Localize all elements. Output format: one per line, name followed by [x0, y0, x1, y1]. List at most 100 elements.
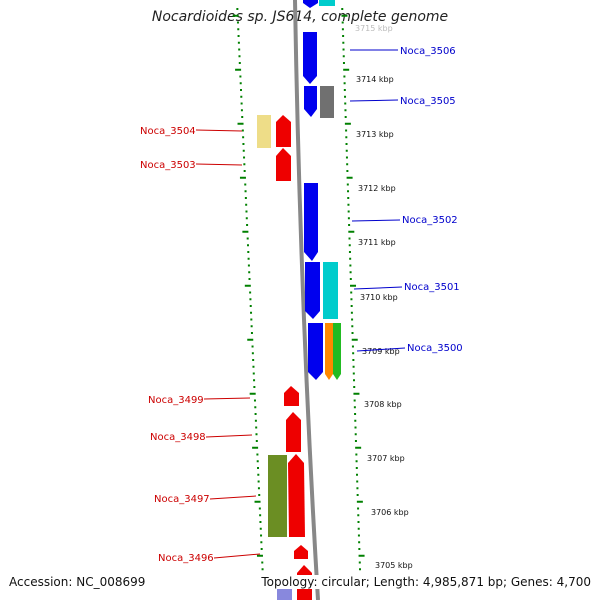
gene-box[interactable] — [320, 86, 334, 118]
tick-mark — [354, 433, 357, 436]
tick-mark — [346, 163, 349, 166]
tick-mark — [251, 352, 254, 355]
scale-label: 3714 kbp — [356, 75, 394, 84]
gene-arrow[interactable] — [284, 386, 299, 406]
tick-mark — [244, 284, 251, 287]
tick-mark — [257, 480, 260, 483]
gene-box[interactable] — [323, 262, 338, 319]
tick-mark — [345, 143, 348, 145]
gene-box[interactable] — [268, 455, 287, 537]
gene-arrow[interactable] — [276, 148, 291, 181]
tick-mark — [246, 244, 249, 247]
gene-label[interactable]: Noca_3498 — [150, 432, 206, 443]
tick-mark — [257, 487, 260, 490]
tick-mark — [358, 548, 361, 550]
tick-mark — [247, 257, 250, 260]
gene-arrow[interactable] — [294, 545, 308, 559]
tick-mark — [239, 82, 242, 85]
tick-mark — [349, 271, 352, 274]
gene-label[interactable]: Noca_3503 — [140, 160, 196, 171]
tick-mark — [356, 473, 359, 476]
scale-labels: 3715 kbp 3714 kbp 3713 kbp 3712 kbp 3711… — [355, 24, 413, 570]
gene-label[interactable]: Noca_3501 — [404, 282, 460, 293]
tick-mark — [257, 473, 260, 476]
tick-mark — [251, 345, 254, 348]
gene-arrow[interactable] — [288, 454, 305, 537]
gene-box[interactable] — [257, 115, 271, 148]
tick-mark — [352, 365, 355, 368]
tick-mark — [351, 318, 354, 321]
tick-mark — [255, 433, 258, 436]
gene-arrow[interactable] — [319, 0, 335, 6]
tick-mark — [241, 129, 244, 132]
leader-lines — [195, 49, 406, 559]
tick-mark — [239, 176, 246, 179]
tick-mark — [255, 440, 258, 442]
tick-mark — [247, 338, 254, 341]
map-title: Nocardioides sp. JS614, complete genome — [151, 9, 449, 25]
gene-label[interactable]: Noca_3499 — [148, 395, 204, 406]
tick-mark — [254, 413, 257, 415]
tick-mark — [344, 116, 347, 118]
tick-mark — [341, 8, 344, 10]
gene-arrow[interactable] — [304, 183, 318, 261]
tick-mark — [236, 21, 239, 24]
gene-arrow[interactable] — [303, 0, 318, 8]
tick-mark — [355, 446, 362, 449]
scale-label: 3708 kbp — [364, 400, 402, 409]
tick-mark — [352, 359, 355, 361]
tick-mark — [358, 554, 365, 557]
tick-tracks — [232, 8, 365, 571]
tick-mark — [236, 8, 239, 10]
gene-label[interactable]: Noca_3497 — [154, 494, 210, 505]
tick-mark — [242, 230, 249, 233]
genome-backbone — [293, 0, 320, 600]
gene-arrow[interactable] — [303, 32, 317, 84]
tick-mark — [256, 453, 259, 456]
tick-mark — [258, 507, 261, 510]
gene-label[interactable]: Noca_3506 — [400, 46, 456, 57]
gene-label[interactable]: Noca_3496 — [158, 553, 214, 564]
leader-line — [213, 553, 261, 559]
gene-arrow[interactable] — [305, 262, 320, 319]
tick-mark — [356, 500, 363, 503]
tick-mark — [249, 291, 252, 294]
tick-mark — [238, 55, 241, 58]
tick-mark — [358, 561, 361, 564]
tick-mark — [355, 467, 358, 469]
forward-genes — [277, 0, 341, 600]
leader-line — [349, 99, 399, 102]
gene-arrow[interactable] — [308, 323, 323, 380]
gene-label[interactable]: Noca_3505 — [400, 96, 456, 107]
tick-mark — [238, 62, 241, 64]
tick-mark — [245, 217, 248, 220]
gene-label[interactable]: Noca_3500 — [407, 343, 463, 354]
gene-arrow[interactable] — [304, 86, 317, 117]
gene-arrow[interactable] — [333, 323, 341, 380]
tick-mark — [342, 48, 345, 51]
tick-mark — [253, 399, 256, 402]
tick-mark — [356, 487, 359, 490]
tick-mark — [260, 548, 263, 550]
tick-mark — [347, 197, 350, 199]
tick-mark — [358, 541, 361, 544]
gene-arrow[interactable] — [325, 323, 333, 380]
tick-mark — [348, 237, 351, 240]
tick-mark — [350, 298, 353, 301]
tick-mark — [252, 359, 255, 361]
tick-mark — [357, 507, 360, 510]
gene-arrow[interactable] — [276, 115, 291, 147]
gene-label[interactable]: Noca_3502 — [402, 215, 458, 226]
tick-mark — [345, 136, 348, 139]
tick-mark — [249, 392, 256, 395]
tick-mark — [261, 568, 264, 571]
tick-mark — [345, 129, 348, 132]
tick-mark — [254, 419, 257, 422]
tick-mark — [343, 68, 350, 71]
tick-mark — [249, 298, 252, 301]
tick-mark — [356, 480, 359, 483]
gene-arrow[interactable] — [286, 412, 301, 452]
gene-label[interactable]: Noca_3504 — [140, 126, 196, 137]
reverse-genes — [257, 115, 312, 600]
